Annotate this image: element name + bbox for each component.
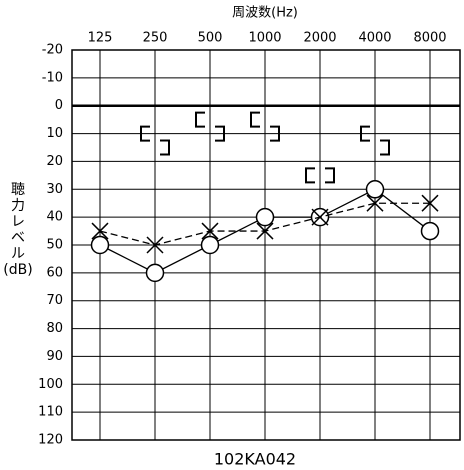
footer: 102KA042 [214,450,296,469]
y-tick-label: 20 [46,154,63,169]
marker-bracket-right [270,125,280,142]
y-tick-label: 0 [55,98,63,113]
y-tick-label: -10 [42,70,63,85]
marker-cross [91,222,109,240]
marker-bracket-left [250,111,260,128]
marker-cross [256,222,274,240]
marker-cross [311,208,329,226]
marker-circle [365,180,385,199]
y-tick-label: 120 [38,433,63,448]
y-axis-label: ベ [11,230,25,246]
x-tick-label: 500 [198,31,223,46]
y-tick-label: 80 [46,321,63,336]
y-axis-label: (dB) [3,262,32,278]
x-tick-label: 4000 [358,31,391,46]
marker-cross [421,194,439,212]
y-tick-label: 30 [46,182,63,197]
y-tick-label: 40 [46,210,63,225]
y-tick-label: -20 [42,43,63,58]
marker-bracket-left [360,125,370,142]
x-tick-label: 2000 [303,31,336,46]
y-tick-label: 90 [46,349,63,364]
marker-bracket-left [305,167,315,184]
marker-bracket-left [195,111,205,128]
y-axis-label: ル [11,246,25,262]
marker-circle [90,235,110,255]
marker-circle [145,263,165,283]
marker-circle [420,221,440,241]
y-tick-label: 110 [38,405,63,420]
marker-bracket-right [160,139,170,156]
x-tick-label: 125 [88,31,113,46]
x-tick-label: 1000 [248,31,281,46]
marker-cross [201,222,219,240]
marker-circle [200,235,220,255]
marker-cross [366,194,384,212]
y-tick-label: 70 [46,293,63,308]
x-axis-title: 周波数(Hz) [232,6,298,21]
y-tick-label: 100 [38,377,63,392]
x-tick-label: 250 [143,31,168,46]
y-axis-label: レ [11,214,25,230]
marker-circle [255,207,275,227]
y-tick-label: 60 [46,265,63,280]
y-tick-label: 50 [46,238,63,253]
marker-bracket-left [140,125,150,142]
marker-cross [146,236,164,254]
marker-bracket-right [380,139,390,156]
plot-border [71,49,461,441]
x-tick-label: 8000 [413,31,446,46]
y-tick-label: 10 [46,126,63,141]
marker-bracket-right [215,125,225,142]
marker-bracket-right [325,167,335,184]
y-axis-label: 力 [11,198,25,214]
y-axis-label: 聴 [11,182,25,198]
